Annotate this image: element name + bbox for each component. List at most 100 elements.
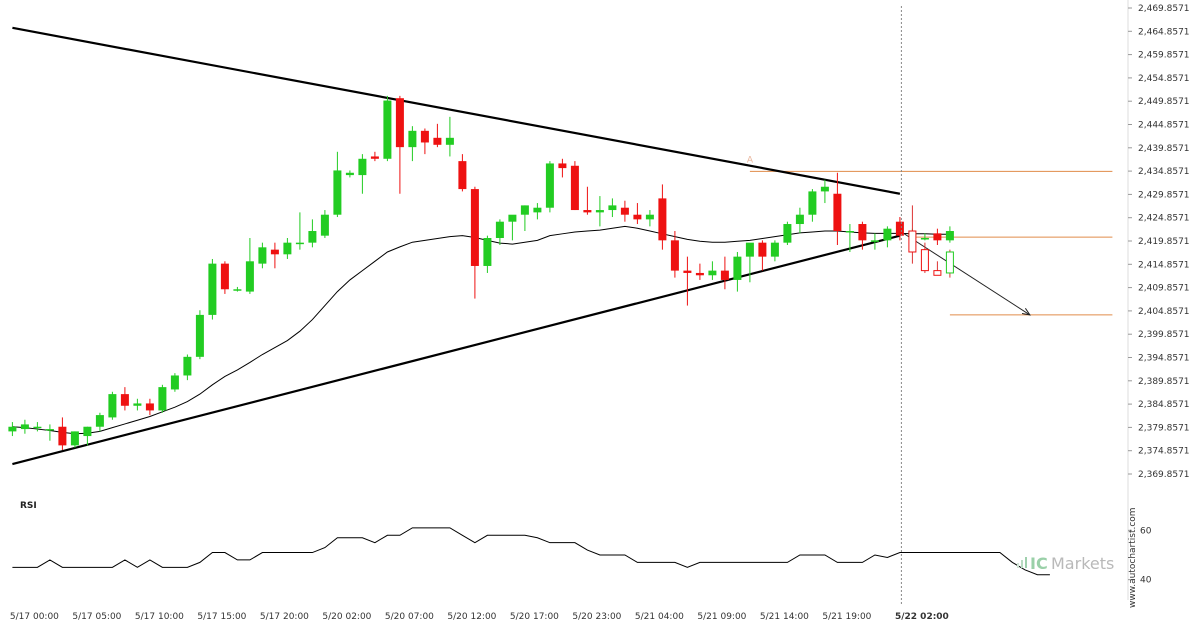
candle [945, 226, 954, 243]
price-tick-label: 2,449.8571 [1138, 97, 1190, 107]
lower-trendline [12, 234, 901, 466]
price-tick-label: 2,374.8571 [1138, 447, 1190, 457]
price-tick-label: 2,434.8571 [1138, 167, 1190, 177]
projection-arrowhead-icon [1021, 307, 1031, 316]
candlesticks [8, 95, 954, 451]
projection-candlesticks [908, 205, 954, 278]
candle [458, 154, 467, 192]
candle [633, 203, 642, 225]
candle [658, 184, 667, 250]
candle [733, 251, 742, 292]
candle [383, 95, 392, 162]
candle [483, 235, 492, 273]
candle [558, 158, 567, 178]
time-tick-label: 5/21 04:00 [635, 612, 684, 622]
candle [170, 373, 179, 392]
candle [708, 261, 717, 280]
candle [433, 123, 442, 148]
candle [8, 422, 17, 437]
time-tick-label: 5/20 12:00 [447, 612, 496, 622]
candle [20, 419, 29, 434]
candle [620, 200, 629, 222]
candle [233, 286, 242, 292]
projection-candle [908, 205, 917, 264]
projection-candle [945, 249, 954, 278]
candle [33, 422, 42, 432]
price-tick-label: 2,419.8571 [1138, 237, 1190, 247]
price-tick-label: 2,444.8571 [1138, 121, 1190, 131]
candle [520, 205, 529, 232]
candle [195, 310, 204, 360]
candle [758, 240, 767, 271]
rsi-panel [12, 527, 1050, 576]
candle [145, 398, 154, 416]
time-tick-label: 5/17 00:00 [10, 612, 59, 622]
moving-average-line [12, 225, 950, 435]
time-axis: 5/17 00:00 5/17 05:00 5/17 10:00 5/17 15:00… [10, 612, 949, 622]
candle [508, 214, 517, 241]
rsi-tick-label: 60 [1140, 526, 1152, 536]
price-tick-label: 2,399.8571 [1138, 330, 1190, 340]
candle [745, 242, 754, 283]
time-tick-label: 5/17 15:00 [197, 612, 246, 622]
price-tick-label: 2,439.8571 [1138, 144, 1190, 154]
candle [783, 221, 792, 245]
candle [595, 196, 604, 227]
candle [83, 426, 92, 446]
candle [370, 151, 379, 162]
candle [470, 186, 479, 299]
candle [870, 233, 879, 250]
candle [258, 242, 267, 269]
price-tick-label: 2,459.8571 [1138, 51, 1190, 61]
logo-bars-icon [1017, 557, 1027, 568]
price-tick-label: 2,384.8571 [1138, 400, 1190, 410]
candle [408, 126, 417, 162]
candle [133, 398, 142, 411]
price-tick-label: 2,454.8571 [1138, 74, 1190, 84]
rsi-title: RSI [20, 501, 37, 511]
candle [95, 412, 104, 432]
candle [183, 354, 192, 381]
candle [570, 161, 579, 211]
time-tick-label: 5/21 09:00 [697, 612, 746, 622]
candle [320, 210, 329, 239]
projection-candle [920, 242, 929, 273]
candle [858, 221, 867, 250]
candle [695, 263, 704, 280]
pattern-marker-label: A [747, 155, 754, 165]
candle [645, 210, 654, 227]
time-tick-label: 5/20 02:00 [322, 612, 371, 622]
horizontal-levels [749, 170, 1113, 316]
candle [583, 186, 592, 215]
candle [295, 212, 304, 250]
candle [845, 224, 854, 252]
candle [445, 116, 454, 157]
candle [158, 384, 167, 413]
autochartist-watermark: www.autochartist.com [1128, 507, 1138, 608]
candle [670, 231, 679, 278]
time-tick-label: 5/22 02:00 [895, 612, 949, 622]
candle [333, 151, 342, 218]
time-tick-label: 5/20 07:00 [385, 612, 434, 622]
price-tick-label: 2,379.8571 [1138, 423, 1190, 433]
candle [720, 256, 729, 290]
candle [45, 424, 54, 441]
candle [920, 233, 929, 241]
candle [245, 238, 254, 294]
upper-trendline [12, 26, 901, 195]
time-tick-label: 5/17 10:00 [135, 612, 184, 622]
price-tick-label: 2,409.8571 [1138, 284, 1190, 294]
price-tick-label: 2,424.8571 [1138, 214, 1190, 224]
candle [120, 387, 129, 411]
time-tick-label: 5/17 05:00 [72, 612, 121, 622]
price-tick-label: 2,414.8571 [1138, 260, 1190, 270]
candle [883, 226, 892, 248]
price-tick-label: 2,404.8571 [1138, 307, 1190, 317]
candle [495, 219, 504, 245]
candle [208, 258, 217, 320]
candle [545, 161, 554, 213]
candle [395, 95, 404, 194]
candle [808, 189, 817, 222]
candle [308, 219, 317, 248]
